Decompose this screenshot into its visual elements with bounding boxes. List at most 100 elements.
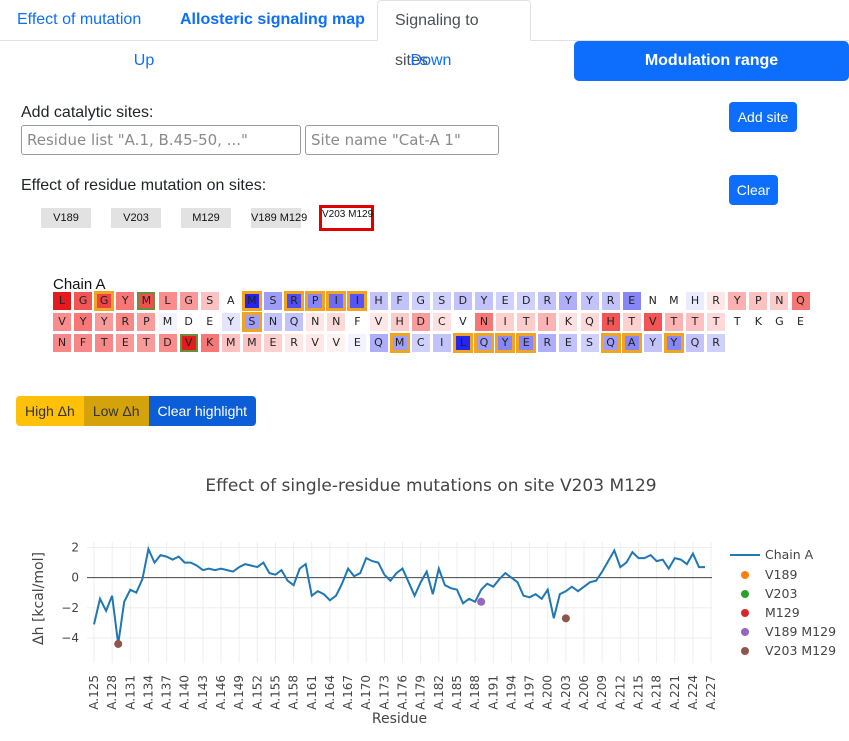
residue-cell[interactable]: E <box>200 313 219 331</box>
residue-cell[interactable]: Y <box>495 333 516 353</box>
residue-cell[interactable]: G <box>179 292 198 310</box>
residue-cell[interactable]: V <box>327 334 346 352</box>
residue-cell[interactable]: F <box>348 313 367 331</box>
residue-cell[interactable]: L <box>158 292 177 310</box>
residue-cell[interactable]: F <box>74 334 93 352</box>
residue-cell[interactable]: D <box>158 334 177 352</box>
residue-cell[interactable]: G <box>74 292 93 310</box>
residue-cell[interactable]: M <box>158 313 177 331</box>
residue-cell[interactable]: E <box>516 333 537 353</box>
residue-cell[interactable]: G <box>94 291 115 311</box>
residue-list-input[interactable] <box>21 125 301 155</box>
residue-cell[interactable]: E <box>622 292 641 310</box>
residue-cell[interactable]: L <box>452 333 473 353</box>
site-chip-v189-m129[interactable]: V189 M129 <box>251 208 307 228</box>
residue-cell[interactable]: T <box>686 313 704 331</box>
residue-cell[interactable]: M <box>241 291 262 311</box>
residue-cell[interactable]: I <box>347 291 368 311</box>
low-dh-button[interactable]: Low Δh <box>83 396 149 426</box>
residue-cell[interactable]: R <box>538 334 557 352</box>
residue-cell[interactable]: Y <box>559 292 578 310</box>
tab-effect-of-mutation[interactable]: Effect of mutation <box>17 11 142 28</box>
site-chip-v189[interactable]: V189 <box>41 208 91 228</box>
residue-cell[interactable]: A <box>221 292 240 310</box>
residue-cell[interactable]: V <box>53 313 71 331</box>
add-site-button[interactable]: Add site <box>729 102 797 132</box>
residue-cell[interactable]: R <box>707 292 726 310</box>
residue-cell[interactable]: T <box>707 313 726 331</box>
residue-cell[interactable]: N <box>327 313 346 331</box>
residue-cell[interactable]: Q <box>686 334 704 352</box>
residue-cell[interactable]: H <box>601 313 620 331</box>
site-chip-m129[interactable]: M129 <box>181 208 231 228</box>
residue-cell[interactable]: E <box>791 313 810 331</box>
residue-cell[interactable]: S <box>432 292 451 310</box>
residue-cell[interactable]: R <box>707 334 726 352</box>
residue-cell[interactable]: T <box>517 313 536 331</box>
site-chip-v203-m129[interactable]: V203 M129 <box>319 205 374 231</box>
residue-cell[interactable]: P <box>305 291 326 311</box>
residue-cell[interactable]: C <box>411 334 430 352</box>
subnav-modulation-range[interactable]: Modulation range <box>574 41 849 81</box>
residue-cell[interactable]: E <box>559 334 578 352</box>
residue-cell[interactable]: E <box>348 334 367 352</box>
residue-cell[interactable]: I <box>326 291 347 311</box>
residue-cell[interactable]: Q <box>580 313 599 331</box>
residue-cell[interactable]: T <box>622 313 641 331</box>
residue-cell[interactable]: V <box>306 334 325 352</box>
residue-cell[interactable]: I <box>432 334 451 352</box>
residue-cell[interactable]: G <box>411 292 430 310</box>
residue-cell[interactable]: P <box>749 292 768 310</box>
residue-cell[interactable]: G <box>770 313 789 331</box>
residue-cell[interactable]: M <box>389 333 410 353</box>
residue-cell[interactable]: E <box>116 334 135 352</box>
residue-cell[interactable]: L <box>53 292 71 310</box>
residue-cell[interactable]: Q <box>791 292 810 310</box>
residue-cell[interactable]: E <box>496 292 515 310</box>
residue-cell[interactable]: T <box>95 334 114 352</box>
clear-highlight-button[interactable]: Clear highlight <box>148 396 257 426</box>
site-chip-v203[interactable]: V203 <box>111 208 161 228</box>
residue-cell[interactable]: N <box>264 313 282 331</box>
residue-cell[interactable]: Y <box>74 313 93 331</box>
residue-cell[interactable]: N <box>643 292 662 310</box>
residue-cell[interactable]: D <box>453 292 472 310</box>
residue-cell[interactable]: D <box>517 292 536 310</box>
residue-cell[interactable]: M <box>137 292 156 310</box>
residue-cell[interactable]: Y <box>728 292 747 310</box>
residue-cell[interactable]: S <box>241 312 262 332</box>
residue-cell[interactable]: Y <box>95 313 114 331</box>
residue-cell[interactable]: K <box>749 313 768 331</box>
residue-cell[interactable]: N <box>475 313 493 331</box>
residue-cell[interactable]: M <box>242 334 261 352</box>
site-name-input[interactable] <box>305 125 499 155</box>
residue-cell[interactable]: Y <box>475 292 493 310</box>
subnav-down[interactable]: Down <box>410 52 452 69</box>
residue-cell[interactable]: Y <box>580 292 599 310</box>
residue-cell[interactable]: A <box>621 333 642 353</box>
residue-cell[interactable]: V <box>179 334 198 352</box>
residue-cell[interactable]: D <box>411 313 430 331</box>
residue-cell[interactable]: T <box>137 334 156 352</box>
residue-cell[interactable]: R <box>284 291 305 311</box>
residue-cell[interactable]: Y <box>643 334 662 352</box>
residue-cell[interactable]: N <box>770 292 789 310</box>
residue-cell[interactable]: N <box>306 313 325 331</box>
residue-cell[interactable]: S <box>200 292 219 310</box>
residue-cell[interactable]: K <box>200 334 219 352</box>
residue-cell[interactable]: I <box>538 313 557 331</box>
residue-cell[interactable]: R <box>285 334 304 352</box>
residue-cell[interactable]: C <box>432 313 451 331</box>
residue-cell[interactable]: E <box>264 334 282 352</box>
residue-cell[interactable]: Q <box>474 333 494 353</box>
clear-button[interactable]: Clear <box>729 175 778 205</box>
residue-cell[interactable]: R <box>538 292 557 310</box>
residue-cell[interactable]: I <box>496 313 515 331</box>
tab-allosteric-signaling-map[interactable]: Allosteric signaling map <box>180 11 365 28</box>
residue-cell[interactable]: M <box>664 292 683 310</box>
residue-cell[interactable]: Y <box>221 313 240 331</box>
residue-cell[interactable]: V <box>369 313 388 331</box>
residue-cell[interactable]: H <box>686 292 704 310</box>
residue-cell[interactable]: R <box>601 292 620 310</box>
residue-cell[interactable]: Q <box>600 333 621 353</box>
